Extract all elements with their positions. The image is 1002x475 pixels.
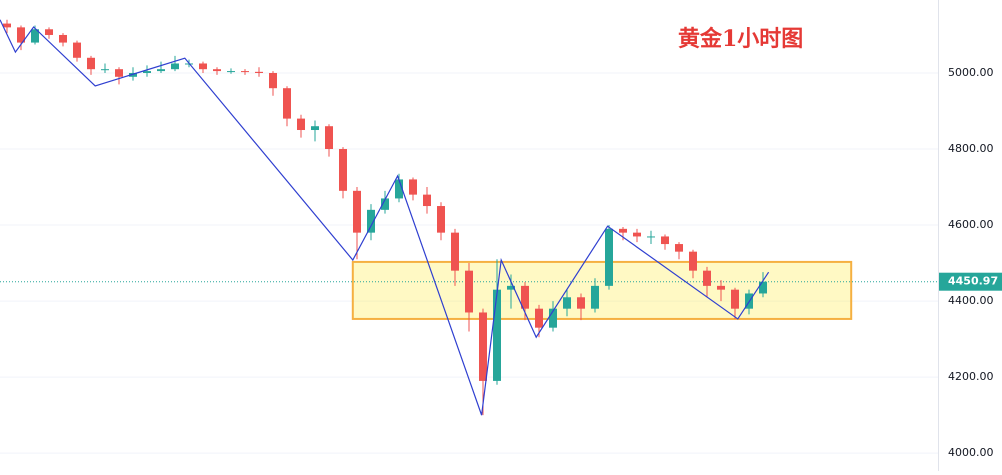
candle-body (283, 88, 291, 119)
candle-body (297, 118, 305, 131)
candle-body (395, 179, 403, 199)
y-tick-label: 4000.00 (948, 446, 994, 459)
y-tick-label: 4600.00 (948, 218, 994, 231)
candle-body (605, 228, 613, 286)
candle-body (171, 63, 179, 70)
candle-body (101, 69, 109, 71)
last-price-badge (939, 272, 1002, 291)
candle-body (157, 69, 165, 72)
candle-body (31, 29, 39, 43)
y-tick-label: 5000.00 (948, 66, 994, 79)
candle-body (647, 236, 655, 238)
candle-body (45, 29, 53, 35)
chart-title: 黄金1小时图 (678, 26, 803, 52)
candle-body (199, 63, 207, 70)
candle-body (731, 289, 739, 309)
y-tick-label: 4400.00 (948, 294, 994, 307)
candle-body (563, 297, 571, 309)
candle-body (633, 232, 641, 237)
candle-body (241, 71, 249, 73)
candle-body (409, 179, 417, 195)
candle-body (465, 270, 473, 313)
candle-body (619, 228, 627, 233)
candle-body (451, 232, 459, 271)
candle-body (577, 297, 585, 309)
candle-body (73, 42, 81, 58)
candle-body (381, 198, 389, 210)
candle-body (339, 149, 347, 191)
candle-body (689, 251, 697, 271)
candle-body (213, 69, 221, 72)
candle-body (143, 71, 151, 73)
zigzag-line (0, 19, 770, 416)
candle-body (87, 57, 95, 70)
candle-body (367, 209, 375, 233)
candle-body (591, 285, 599, 309)
candle-body (353, 190, 361, 233)
candle-body (759, 281, 767, 294)
last-price-label: 4450.97 (948, 275, 998, 288)
candle-body (717, 285, 725, 290)
candle-body (227, 71, 235, 73)
range-zone (351, 260, 853, 320)
candle-body (3, 23, 11, 28)
candle-body (255, 71, 263, 73)
candle-body (59, 34, 67, 43)
candle-body (479, 312, 487, 381)
candle-body (269, 72, 277, 89)
candle-body (661, 236, 669, 245)
candle-body (493, 289, 501, 381)
candle-body (521, 285, 529, 309)
candle-body (115, 69, 123, 77)
y-tick-label: 4800.00 (948, 142, 994, 155)
candle-body (17, 27, 25, 43)
candle-body (129, 72, 137, 77)
candle-body (507, 285, 515, 290)
y-tick-label: 4200.00 (948, 370, 994, 383)
candle-body (423, 194, 431, 207)
candle-body (325, 126, 333, 150)
candle-body (675, 244, 683, 252)
candle-body (703, 270, 711, 286)
candle-body (311, 126, 319, 131)
candle-body (535, 308, 543, 328)
candle-body (549, 308, 557, 328)
y-tick-label: 5200.00 (948, 0, 994, 3)
candle-body (437, 206, 445, 233)
